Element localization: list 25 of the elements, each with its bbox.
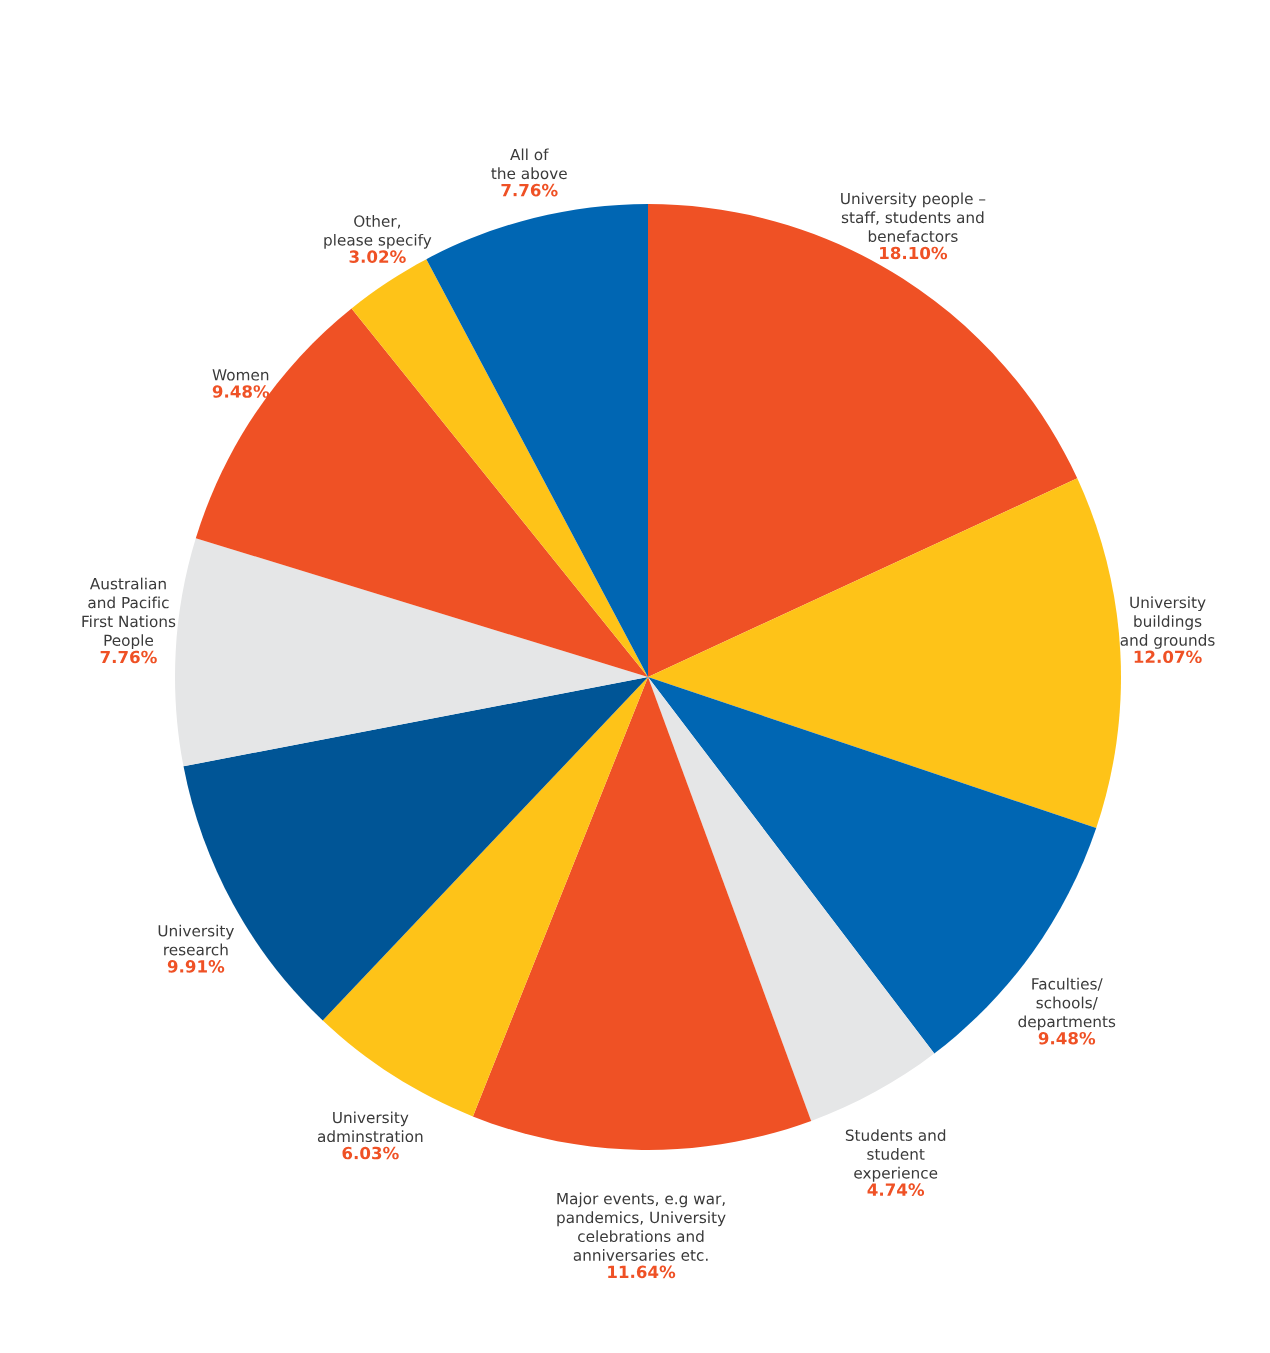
slice-label: All of the above bbox=[491, 148, 567, 180]
data-label: 7.76% bbox=[100, 650, 157, 664]
slice-label: Major events, e.g war, pandemics, University celebrations and anniversaries etc. bbox=[557, 1192, 726, 1261]
slice-label: University people – staff, students and benefactors bbox=[841, 192, 986, 243]
data-label: 4.74% bbox=[867, 1183, 925, 1196]
data-label: 3.02% bbox=[349, 250, 406, 263]
data-label: 9.48% bbox=[212, 385, 270, 398]
data-label: 11.64% bbox=[608, 1265, 676, 1279]
data-label: 18.10% bbox=[880, 246, 948, 260]
slice-label: Students and student experience bbox=[845, 1129, 946, 1182]
slice-label: Australian and Pacific First Nations People bbox=[82, 577, 176, 649]
data-label: 9.48% bbox=[1038, 1031, 1096, 1045]
slice-label: University adminstration bbox=[317, 1111, 423, 1143]
slice-label: University buildings and grounds bbox=[1120, 596, 1215, 649]
pie-slice bbox=[175, 538, 648, 767]
data-label: 7.76% bbox=[501, 183, 558, 197]
slice-label: Faculties/ schools/ departments bbox=[1018, 977, 1116, 1031]
slice-label: Other, please specify bbox=[324, 215, 432, 249]
slice-label: Women bbox=[212, 369, 269, 381]
data-label: 12.07% bbox=[1134, 650, 1202, 664]
data-label: 6.03% bbox=[342, 1146, 399, 1160]
slice-label: University research bbox=[158, 924, 234, 956]
data-label: 9.91% bbox=[167, 960, 225, 973]
pie-slice bbox=[648, 478, 1121, 829]
pie-slice bbox=[648, 677, 935, 1121]
